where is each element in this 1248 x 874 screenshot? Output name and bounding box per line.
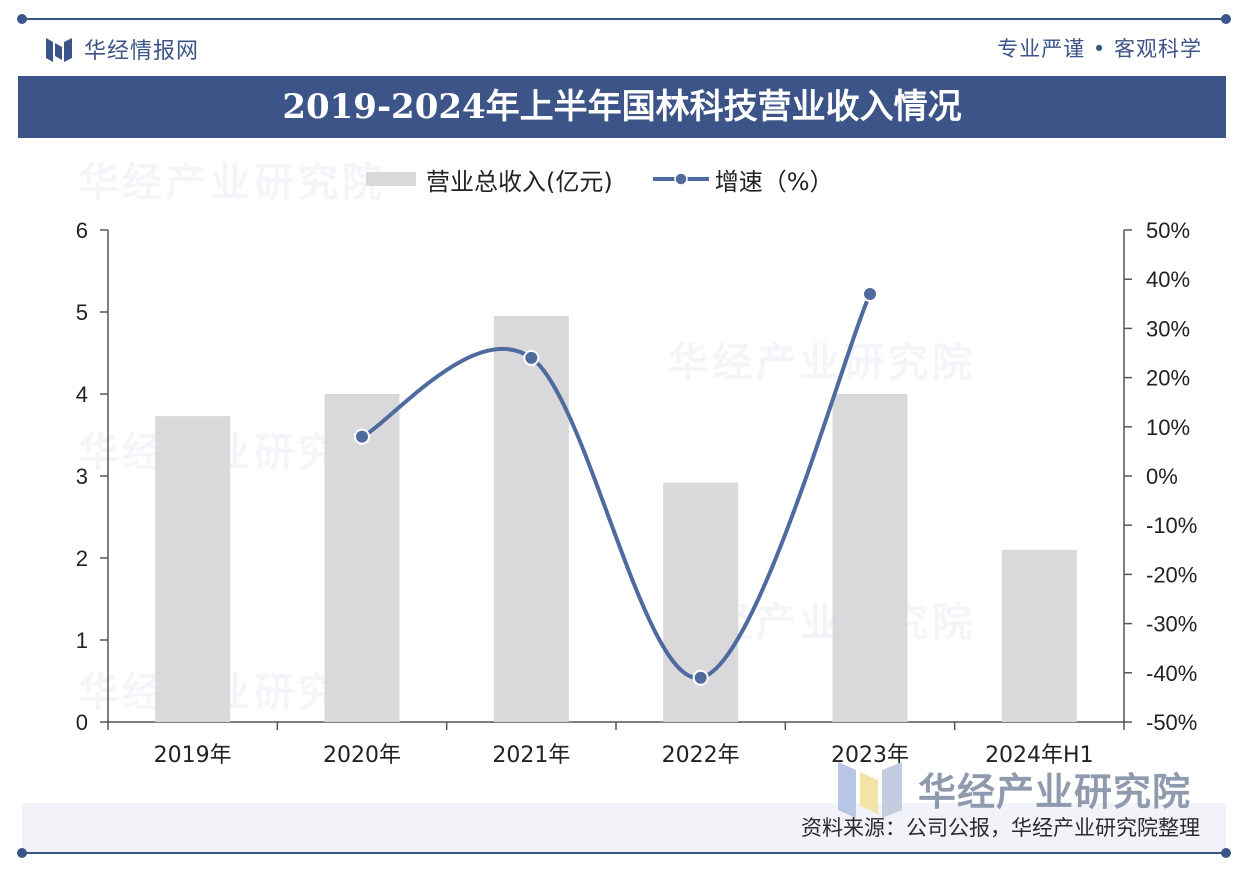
- y-right-tick-label: 50%: [1146, 218, 1190, 243]
- x-tick-label: 2021年: [492, 743, 570, 768]
- y-left-tick-label: 2: [76, 546, 88, 571]
- bar: [155, 416, 231, 722]
- x-tick-label: 2024年H1: [985, 743, 1094, 768]
- bar: [1001, 549, 1077, 722]
- frame-dot: [17, 848, 27, 858]
- y-left-tick-label: 1: [76, 628, 88, 653]
- brand: 华经情报网: [44, 32, 199, 66]
- legend-bar-label: 营业总收入(亿元): [426, 167, 613, 196]
- growth-point: [354, 428, 370, 445]
- y-right-tick-label: 40%: [1146, 267, 1190, 292]
- watermark-brand-text: 华经产业研究院: [918, 769, 1192, 814]
- growth-point: [862, 285, 878, 302]
- growth-point: [523, 349, 540, 366]
- y-left-tick-label: 6: [76, 218, 88, 243]
- y-left-tick-label: 4: [76, 382, 88, 407]
- x-tick-label: 2020年: [323, 743, 401, 768]
- bar: [832, 394, 908, 722]
- brand-name: 华经情报网: [84, 39, 200, 64]
- bar: [324, 394, 400, 722]
- growth-point: [692, 669, 709, 686]
- frame-dot: [1221, 14, 1231, 24]
- bottom-frame-line: [22, 852, 1226, 854]
- x-tick-label: 2019年: [154, 743, 232, 768]
- y-right-tick-label: -40%: [1146, 661, 1197, 686]
- source-note: 资料来源：公司公报，华经产业研究院整理: [801, 816, 1200, 840]
- legend-line-label: 增速（%）: [714, 167, 834, 196]
- watermark-brand: 华经产业研究院: [836, 756, 1191, 820]
- legend-bar-swatch: [366, 172, 416, 186]
- legend-line-swatch: [652, 172, 709, 186]
- watermark-logo-icon: [838, 762, 902, 818]
- brand-logo-icon: [46, 38, 72, 62]
- top-frame-line: [22, 18, 1226, 20]
- frame-dot: [17, 14, 27, 24]
- y-right-tick-label: -20%: [1146, 562, 1197, 587]
- y-left-tick-label: 3: [76, 464, 88, 489]
- growth-line: [361, 293, 872, 680]
- x-tick-label: 2022年: [662, 743, 740, 768]
- y-left-tick-label: 5: [76, 300, 88, 325]
- y-right-tick-label: 30%: [1146, 316, 1190, 341]
- y-left-tick-label: 0: [76, 710, 88, 735]
- y-right-tick-label: -30%: [1146, 612, 1197, 637]
- chart-title: 2019-2024年上半年国林科技营业收入情况: [18, 76, 1226, 138]
- x-tick-label: 2023年: [831, 743, 909, 768]
- footer-band: [22, 803, 1226, 852]
- y-right-tick-label: -10%: [1146, 513, 1197, 538]
- bar: [493, 316, 569, 722]
- y-right-tick-label: 20%: [1146, 366, 1190, 391]
- bar: [663, 482, 739, 722]
- slogan: 专业严谨 • 客观科学: [997, 37, 1202, 61]
- y-right-tick-label: 0%: [1146, 464, 1178, 489]
- y-right-tick-label: -50%: [1146, 710, 1197, 735]
- y-right-tick-label: 10%: [1146, 415, 1190, 440]
- frame-dot: [1221, 848, 1231, 858]
- legend: 营业总收入(亿元) 增速（%）: [366, 162, 834, 196]
